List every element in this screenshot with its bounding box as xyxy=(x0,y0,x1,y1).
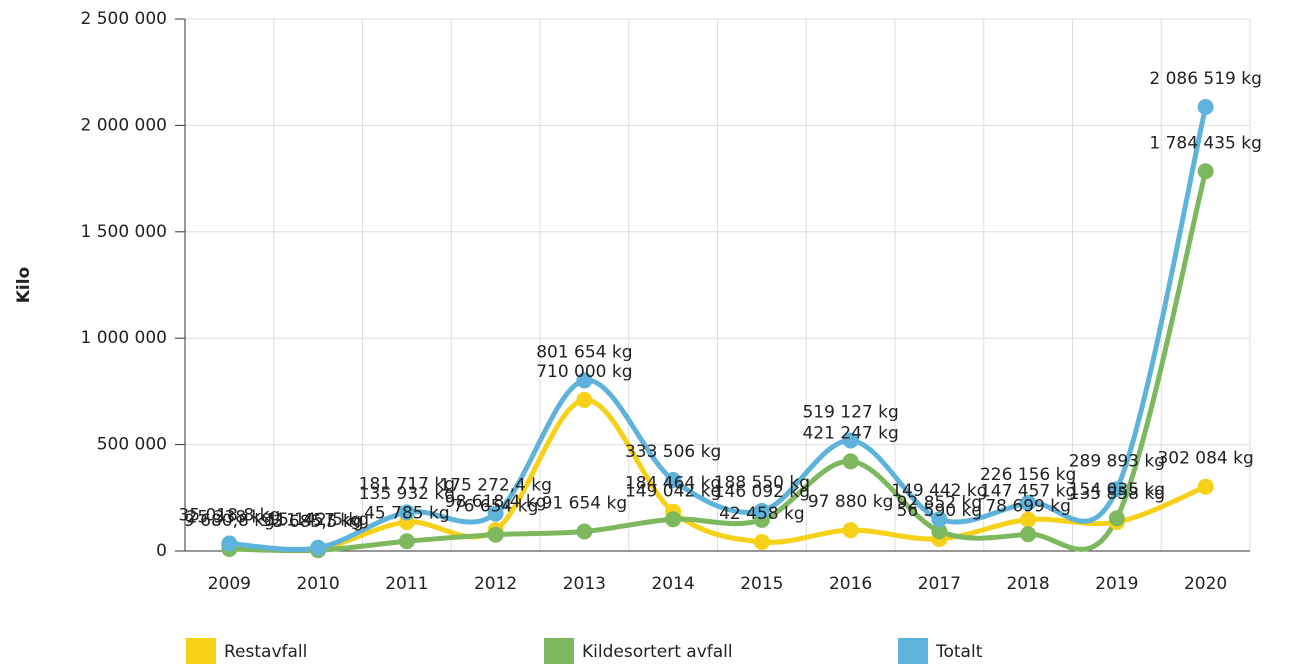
legend-label: Kildesortert avfall xyxy=(582,642,733,662)
data-label: 56 590 kg xyxy=(897,501,983,521)
point xyxy=(1020,511,1037,528)
data-label: 421 247 kg xyxy=(802,423,898,443)
data-label: 302 084 kg xyxy=(1157,449,1253,469)
data-label: 1 784 435 kg xyxy=(1149,133,1262,153)
point xyxy=(398,504,415,521)
point xyxy=(398,533,415,550)
legend-swatch xyxy=(186,638,216,664)
point xyxy=(842,432,859,449)
x-tick-label: 2016 xyxy=(829,574,872,594)
data-label: 92 852 kg xyxy=(897,493,983,513)
y-tick-label: 1 500 000 xyxy=(80,222,167,242)
point xyxy=(1108,510,1125,527)
x-tick-label: 2010 xyxy=(296,574,339,594)
data-label: 45 785 kg xyxy=(364,503,450,523)
point xyxy=(931,523,948,540)
data-label: 35 018,8 kg xyxy=(179,506,281,526)
data-label: 135 858 kg xyxy=(1069,484,1165,504)
data-label: 333 506 kg xyxy=(625,442,721,462)
x-tick-label: 2020 xyxy=(1184,574,1227,594)
point xyxy=(487,505,504,522)
data-label: 91 654 kg xyxy=(542,493,628,513)
point xyxy=(1020,526,1037,543)
point xyxy=(576,523,593,540)
point xyxy=(1020,494,1037,511)
data-label: 42 458 kg xyxy=(719,504,805,524)
point xyxy=(576,391,593,408)
point xyxy=(1108,481,1125,498)
x-tick-label: 2019 xyxy=(1095,574,1138,594)
legend-swatch xyxy=(544,638,574,664)
legend-swatch xyxy=(898,638,928,664)
point xyxy=(842,522,859,539)
x-tick-label: 2009 xyxy=(208,574,251,594)
series-line xyxy=(229,106,1209,552)
y-tick-label: 2 000 000 xyxy=(80,115,167,135)
data-label: 2 086 519 kg xyxy=(1149,69,1262,89)
data-label: 25 338 kg xyxy=(187,508,273,528)
data-label: 97 880 kg xyxy=(808,492,894,512)
x-tick-label: 2013 xyxy=(563,574,606,594)
point xyxy=(1197,163,1214,180)
data-label: 98 618,4 kg xyxy=(445,492,547,512)
data-label: 154 035 kg xyxy=(1069,480,1165,500)
x-tick-label: 2011 xyxy=(385,574,428,594)
data-label: 78 699 kg xyxy=(985,496,1071,516)
data-label: 710 000 kg xyxy=(536,362,632,382)
x-tick-label: 2017 xyxy=(918,574,961,594)
point xyxy=(753,502,770,519)
point xyxy=(842,453,859,470)
data-label: 184 464 kg xyxy=(625,474,721,494)
data-label: 9 680,8 kg xyxy=(184,511,275,531)
point xyxy=(310,539,327,556)
point xyxy=(487,526,504,543)
y-tick-label: 2 500 000 xyxy=(80,9,167,29)
point xyxy=(665,472,682,489)
data-label: 147 457 kg xyxy=(980,482,1076,502)
data-label: 519 127 kg xyxy=(802,403,898,423)
data-label: 76 654 kg xyxy=(453,497,539,517)
point xyxy=(1197,98,1214,115)
point xyxy=(665,511,682,528)
data-label: 226 156 kg xyxy=(980,465,1076,485)
point xyxy=(576,372,593,389)
point xyxy=(221,535,238,552)
x-tick-label: 2015 xyxy=(740,574,783,594)
data-label: 15 142,5 kg xyxy=(267,510,369,530)
data-label: 149 042 kg xyxy=(625,481,721,501)
data-label: 175 272,4 kg xyxy=(439,476,552,496)
data-label: 135 932 kg xyxy=(359,484,455,504)
y-tick-label: 0 xyxy=(156,541,167,561)
y-axis-label: Kilo xyxy=(14,267,34,304)
data-label: 188 550 kg xyxy=(714,473,810,493)
y-tick-label: 500 000 xyxy=(97,435,167,455)
data-label: 146 092 kg xyxy=(714,482,810,502)
data-label: 289 893 kg xyxy=(1069,451,1165,471)
legend-label: Restavfall xyxy=(224,642,307,662)
data-label: 11 457 kg xyxy=(275,511,361,531)
x-tick-label: 2014 xyxy=(651,574,694,594)
point xyxy=(1197,478,1214,495)
x-tick-label: 2018 xyxy=(1006,574,1049,594)
data-label: 3 685,5 kg xyxy=(273,512,364,532)
data-label: 181 717 kg xyxy=(359,474,455,494)
point xyxy=(931,511,948,528)
x-tick-label: 2012 xyxy=(474,574,517,594)
legend-label: Totalt xyxy=(935,642,983,662)
point xyxy=(753,533,770,550)
data-label: 801 654 kg xyxy=(536,342,632,362)
y-tick-label: 1 000 000 xyxy=(80,328,167,348)
data-label: 149 442 kg xyxy=(891,481,987,501)
